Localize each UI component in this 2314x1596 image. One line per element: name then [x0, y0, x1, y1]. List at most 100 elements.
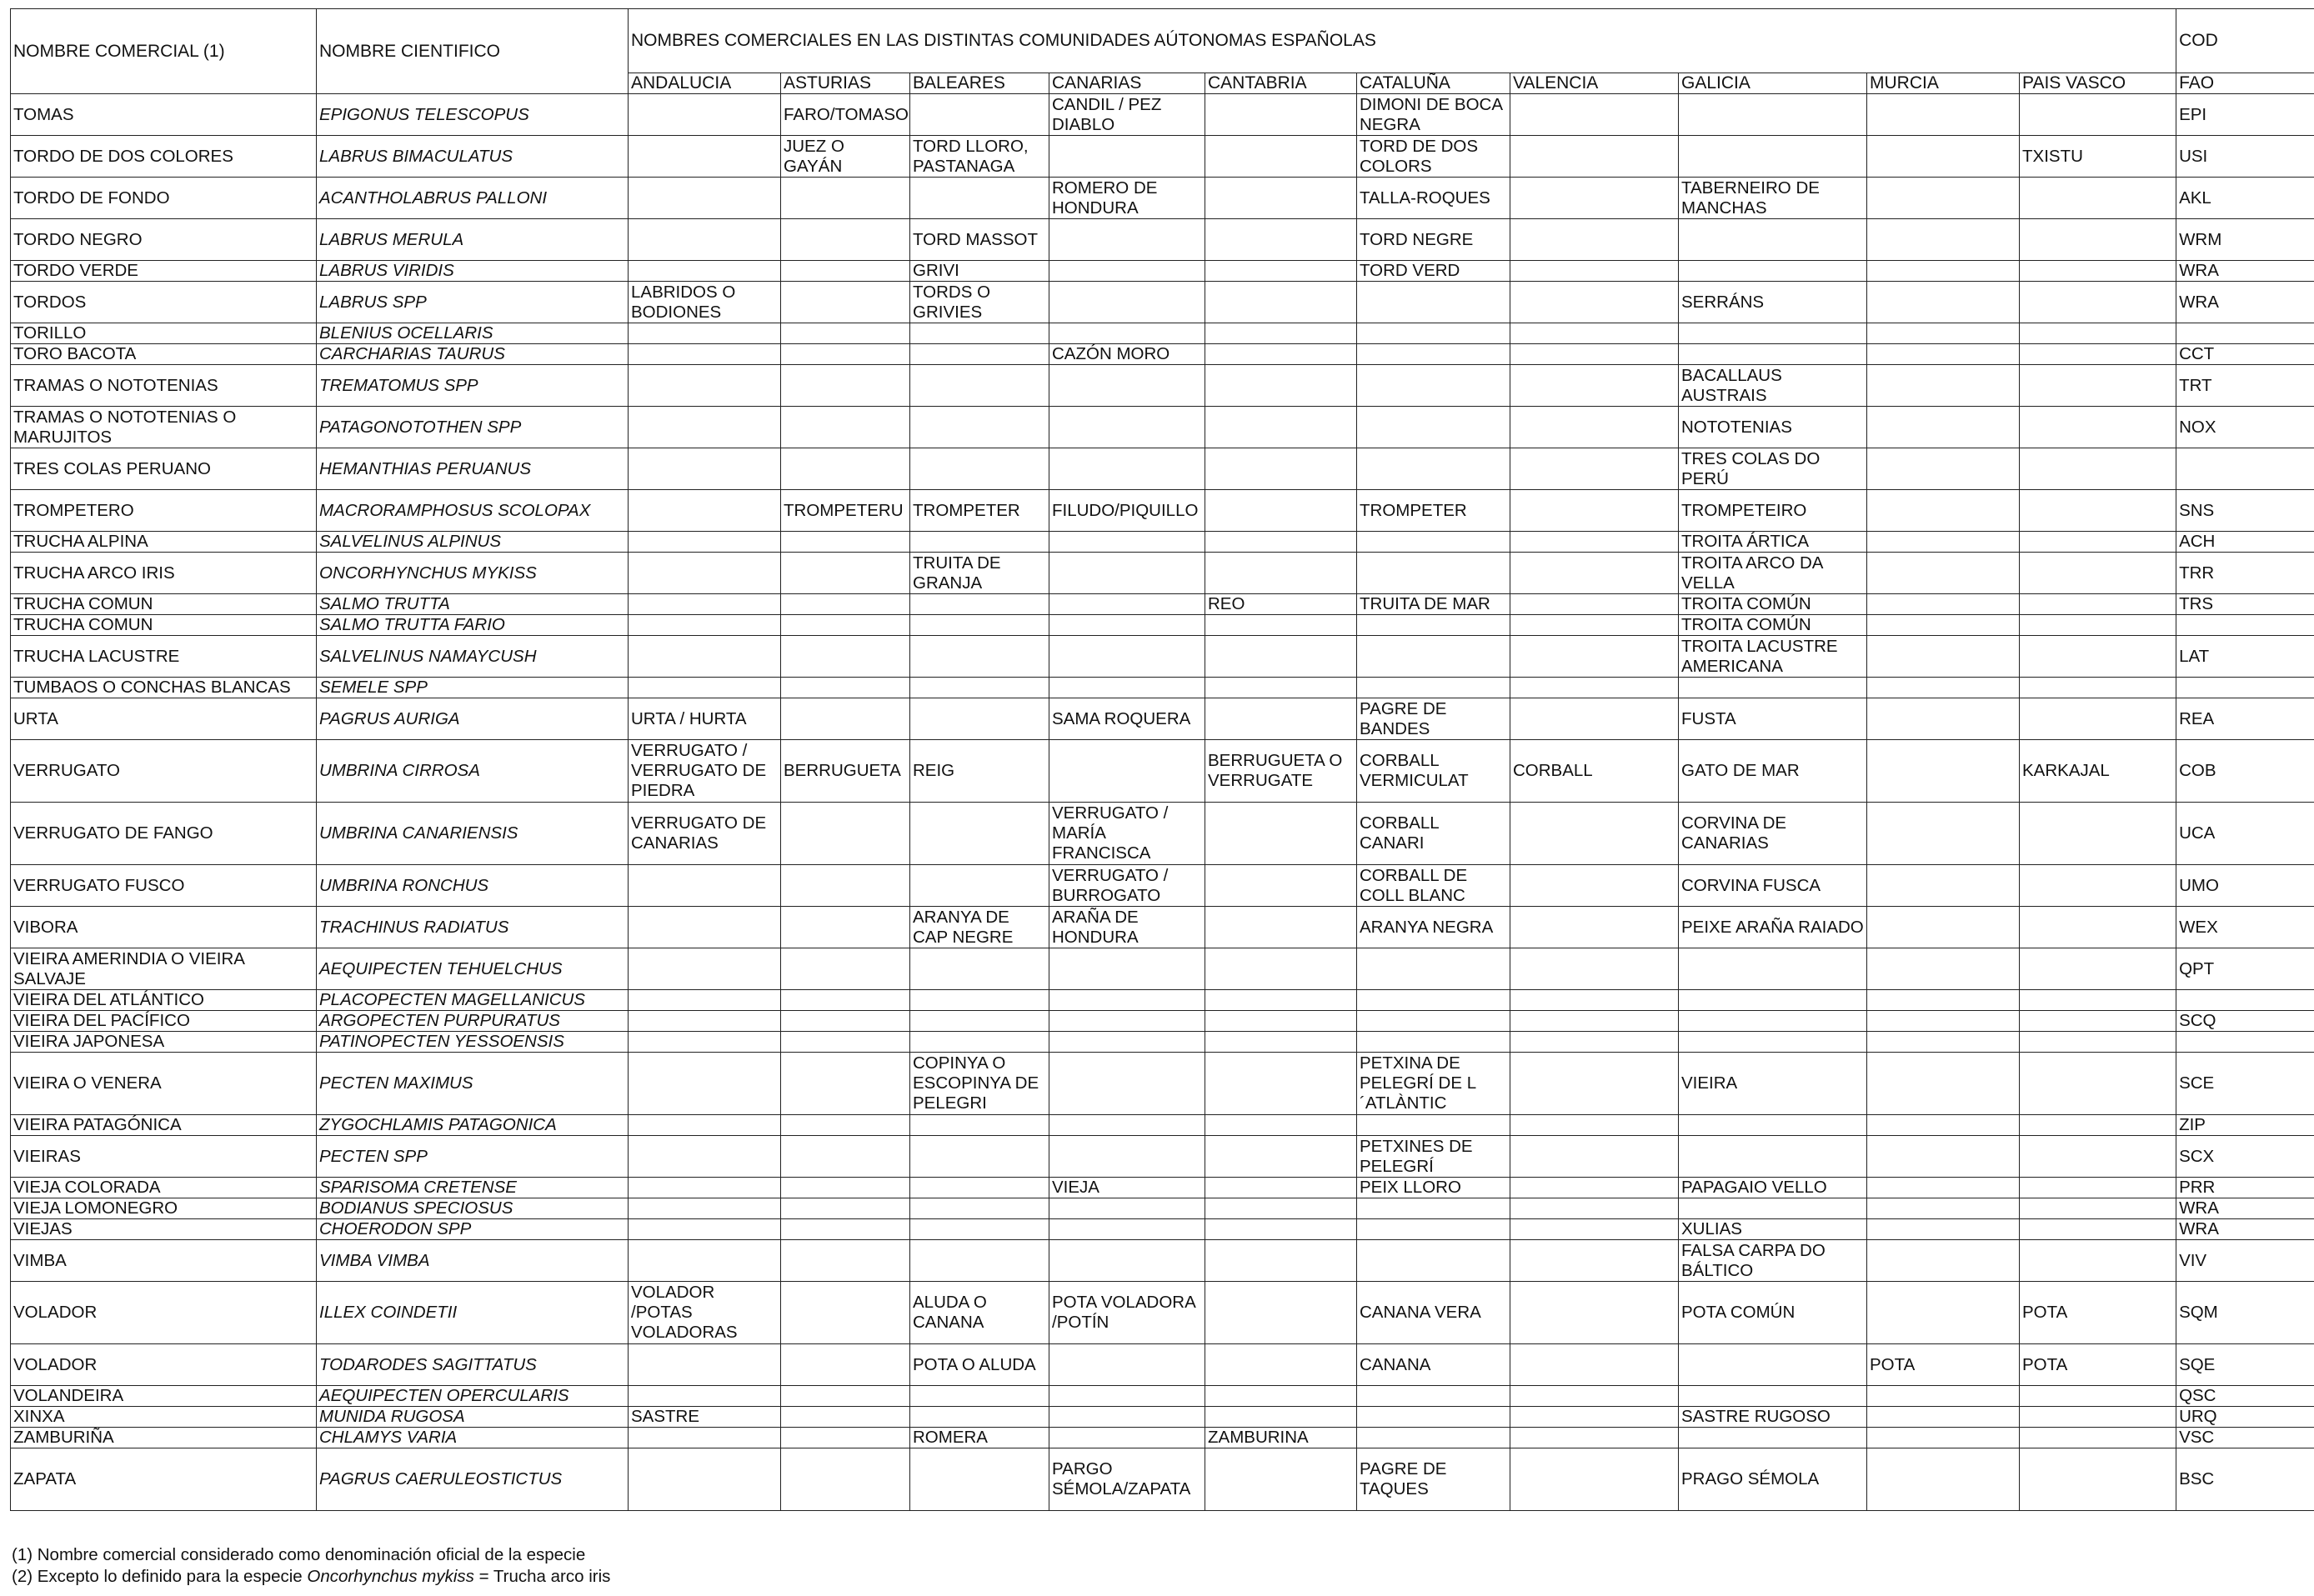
cell-region-name: FUSTA — [1678, 698, 1867, 740]
cell-region-name — [1049, 1052, 1205, 1115]
cell-region-name — [628, 948, 781, 990]
cell-nombre-comercial: XINXA — [10, 1406, 317, 1428]
cell-region-name — [1205, 281, 1357, 323]
cell-region-name — [1356, 1010, 1510, 1032]
cell-region-name — [1866, 93, 2020, 136]
cell-region-name — [1510, 614, 1679, 636]
cell-region-name: VIEJA — [1049, 1177, 1205, 1198]
cell-region-name — [1049, 1010, 1205, 1032]
cell-region-name — [1205, 948, 1357, 990]
cell-region-name — [2018, 323, 2177, 344]
cell-region-name — [909, 406, 1049, 448]
cell-nombre-comercial: VIEIRA DEL PACÍFICO — [10, 1010, 317, 1032]
cell-region-name — [628, 1010, 781, 1032]
cell-region-name — [780, 1343, 910, 1386]
cell-region-name — [1205, 448, 1357, 490]
cell-region-name — [1205, 614, 1357, 636]
cell-region-name — [1205, 677, 1357, 698]
cell-region-name — [1205, 218, 1357, 261]
header-region: BALEARES — [909, 73, 1049, 94]
cell-region-name — [1866, 1114, 2020, 1136]
cell-region-name: FILUDO/PIQUILLO — [1049, 489, 1205, 532]
cell-region-name — [2018, 802, 2177, 865]
cell-fao-code: ZIP — [2176, 1114, 2314, 1136]
cell-region-name: JUEZ O GAYÁN — [780, 135, 910, 178]
cell-region-name — [2018, 364, 2177, 407]
cell-region-name — [780, 1427, 910, 1448]
cell-region-name: FALSA CARPA DO BÁLTICO — [1678, 1239, 1867, 1282]
cell-region-name: TROITA LACUSTRE AMERICANA — [1678, 635, 1867, 678]
table-row: VIEIRA AMERINDIA O VIEIRA SALVAJE AEQUIPE… — [10, 948, 2314, 990]
cell-nombre-comercial: VERRUGATO — [10, 739, 317, 803]
cell-region-name — [909, 698, 1049, 740]
cell-region-name: POTA — [1866, 1343, 2020, 1386]
species-rows: TOMAS EPIGONUS TELESCOPUS FARO/TOMASO CANDI… — [10, 93, 2314, 1511]
table-row: VIEIRAS PECTEN SPP PETXINES DE PELEGRÍ SCX — [10, 1135, 2314, 1178]
cell-region-name — [1205, 260, 1357, 282]
cell-region-name — [1510, 93, 1679, 136]
cell-region-name — [1678, 343, 1867, 365]
cell-region-name — [2018, 614, 2177, 636]
table-row: XINXA MUNIDA RUGOSA SASTRE SASTRE RUGOSO URQ — [10, 1406, 2314, 1428]
cell-region-name — [1510, 406, 1679, 448]
cell-region-name — [2018, 406, 2177, 448]
cell-region-name — [1205, 93, 1357, 136]
cell-region-name — [1205, 1031, 1357, 1053]
cell-fao-code — [2176, 1031, 2314, 1053]
cell-region-name: ZAMBURINA — [1205, 1427, 1357, 1448]
cell-nombre-comercial: TORILLO — [10, 323, 317, 344]
cell-region-name — [1866, 1010, 2020, 1032]
cell-nombre-comercial: TRES COLAS PERUANO — [10, 448, 317, 490]
table-row: VIEIRA O VENERA PECTEN MAXIMUS COPINYA O E… — [10, 1052, 2314, 1115]
cell-region-name — [1049, 218, 1205, 261]
cell-region-name — [780, 989, 910, 1011]
table-row: VERRUGATO DE FANGO UMBRINA CANARIENSIS VER… — [10, 802, 2314, 865]
cell-region-name — [780, 448, 910, 490]
cell-region-name — [1356, 1427, 1510, 1448]
cell-region-name — [1510, 1177, 1679, 1198]
cell-region-name — [780, 948, 910, 990]
cell-region-name — [2018, 343, 2177, 365]
cell-region-name — [1510, 1427, 1679, 1448]
cell-nombre-comercial: ZAMBURIÑA — [10, 1427, 317, 1448]
cell-region-name — [2018, 552, 2177, 594]
cell-region-name — [1356, 1114, 1510, 1136]
cell-nombre-cientifico: UMBRINA CANARIENSIS — [316, 802, 629, 865]
cell-region-name: TROMPETEIRO — [1678, 489, 1867, 532]
header-region: PAIS VASCO — [2018, 73, 2177, 94]
cell-fao-code — [2176, 614, 2314, 636]
cell-region-name: ROMERO DE HONDURA — [1049, 177, 1205, 219]
cell-region-name — [1866, 1281, 2020, 1344]
cell-region-name — [1866, 364, 2020, 407]
table-row: VOLADOR TODARODES SAGITTATUS POTA O ALUDA C… — [10, 1343, 2314, 1386]
cell-nombre-cientifico: LABRUS MERULA — [316, 218, 629, 261]
cell-fao-code — [2176, 989, 2314, 1011]
table-row: TORILLO BLENIUS OCELLARIS — [10, 323, 2314, 344]
cell-region-name — [628, 614, 781, 636]
cell-nombre-comercial: VIEIRA O VENERA — [10, 1052, 317, 1115]
cell-fao-code: WRA — [2176, 281, 2314, 323]
cell-region-name — [909, 989, 1049, 1011]
cell-region-name — [628, 177, 781, 219]
cell-nombre-cientifico: MACRORAMPHOSUS SCOLOPAX — [316, 489, 629, 532]
cell-region-name — [909, 448, 1049, 490]
cell-region-name: SAMA ROQUERA — [1049, 698, 1205, 740]
cell-fao-code: QSC — [2176, 1385, 2314, 1407]
cell-region-name — [909, 177, 1049, 219]
cell-region-name — [1866, 260, 2020, 282]
cell-region-name — [780, 1218, 910, 1240]
cell-region-name: TALLA-ROQUES — [1356, 177, 1510, 219]
cell-region-name — [1356, 406, 1510, 448]
table-row: TRAMAS O NOTOTENIAS TREMATOMUS SPP BACALLA… — [10, 364, 2314, 407]
cell-region-name: PRAGO SÉMOLA — [1678, 1448, 1867, 1511]
cell-region-name — [1510, 1385, 1679, 1407]
cell-nombre-cientifico: ZYGOCHLAMIS PATAGONICA — [316, 1114, 629, 1136]
cell-region-name — [1510, 1198, 1679, 1219]
cell-region-name — [1205, 1281, 1357, 1344]
cell-nombre-cientifico: PECTEN MAXIMUS — [316, 1052, 629, 1115]
cell-nombre-comercial: VIEJAS — [10, 1218, 317, 1240]
cell-region-name — [2018, 1010, 2177, 1032]
cell-fao-code: SQM — [2176, 1281, 2314, 1344]
cell-region-name — [628, 1343, 781, 1386]
cell-region-name — [2018, 906, 2177, 948]
